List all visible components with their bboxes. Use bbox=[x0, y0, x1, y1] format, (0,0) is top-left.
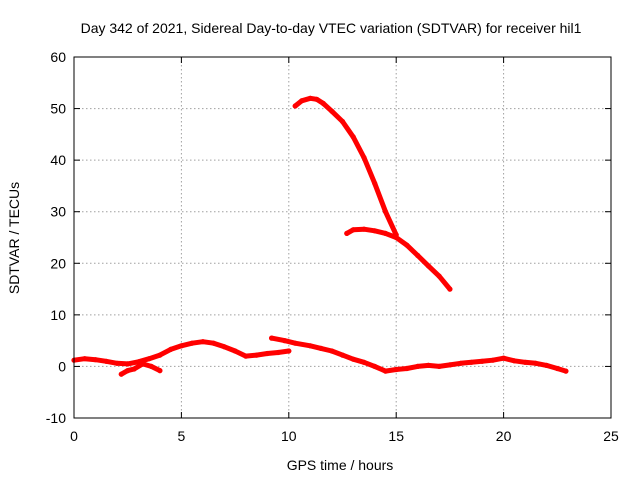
data-point bbox=[299, 98, 305, 104]
data-point bbox=[372, 363, 378, 369]
data-point bbox=[361, 359, 367, 365]
data-point bbox=[131, 366, 137, 372]
x-tick-label: 10 bbox=[281, 428, 297, 444]
data-point bbox=[425, 362, 431, 368]
data-point bbox=[425, 263, 431, 269]
data-point bbox=[372, 180, 378, 186]
data-point bbox=[292, 340, 298, 346]
data-point bbox=[286, 348, 292, 354]
data-point bbox=[393, 234, 399, 241]
data-point bbox=[447, 362, 453, 368]
data-point bbox=[211, 340, 217, 346]
data-point bbox=[243, 353, 249, 359]
data-point bbox=[344, 230, 350, 236]
grid-lines bbox=[74, 57, 611, 418]
data-point bbox=[157, 352, 163, 358]
x-tick-label: 20 bbox=[496, 428, 512, 444]
data-point bbox=[436, 273, 442, 279]
data-point bbox=[404, 365, 410, 372]
y-tick-label: 60 bbox=[50, 49, 66, 65]
data-point bbox=[281, 338, 288, 344]
data-point bbox=[329, 348, 335, 354]
data-point bbox=[114, 360, 120, 366]
data-point bbox=[329, 108, 335, 114]
data-point bbox=[157, 368, 163, 374]
y-tick-label: 0 bbox=[58, 358, 66, 374]
data-point bbox=[350, 356, 356, 362]
data-point bbox=[318, 345, 324, 351]
data-point bbox=[468, 359, 474, 365]
data-point bbox=[339, 352, 346, 358]
data-point bbox=[200, 339, 206, 345]
chart-title: Day 342 of 2021, Sidereal Day-to-day VTE… bbox=[81, 20, 582, 36]
data-point bbox=[320, 100, 326, 106]
data-point bbox=[350, 227, 356, 233]
data-point bbox=[146, 356, 152, 362]
data-point bbox=[361, 226, 367, 232]
data-point bbox=[501, 355, 507, 361]
y-tick-label: 20 bbox=[50, 255, 66, 271]
data-point bbox=[269, 335, 275, 341]
data-point bbox=[533, 360, 539, 366]
data-point bbox=[447, 286, 453, 292]
y-tick-label: 50 bbox=[50, 101, 66, 117]
data-point bbox=[511, 358, 517, 364]
y-tick-label: 40 bbox=[50, 152, 66, 168]
data-point bbox=[415, 363, 421, 369]
y-tick-label: 10 bbox=[50, 307, 66, 323]
data-point bbox=[148, 363, 154, 369]
data-point bbox=[103, 358, 109, 364]
data-point bbox=[382, 230, 389, 236]
data-point bbox=[563, 368, 569, 374]
data-point bbox=[382, 209, 389, 215]
data-point bbox=[554, 365, 560, 372]
data-point bbox=[361, 155, 367, 161]
data-point bbox=[339, 118, 346, 125]
y-tick-label: -10 bbox=[46, 410, 66, 426]
data-point bbox=[82, 356, 88, 362]
x-axis-label: GPS time / hours bbox=[287, 457, 394, 473]
data-point bbox=[436, 363, 442, 369]
data-point bbox=[415, 252, 421, 259]
data-point bbox=[382, 368, 389, 374]
data-point bbox=[118, 371, 124, 377]
data-point bbox=[221, 344, 227, 350]
data-point bbox=[125, 361, 131, 367]
data-point bbox=[458, 360, 464, 366]
x-tick-label: 15 bbox=[388, 428, 404, 444]
data-point bbox=[232, 348, 238, 354]
data-point bbox=[168, 346, 174, 352]
series-line-high-track-a bbox=[292, 95, 399, 238]
data-point bbox=[479, 358, 485, 364]
x-tick-label: 0 bbox=[70, 428, 78, 444]
data-point bbox=[125, 368, 131, 374]
data-point bbox=[404, 242, 410, 248]
data-point bbox=[292, 103, 298, 109]
data-point bbox=[254, 352, 260, 358]
data-point bbox=[314, 96, 320, 102]
data-point bbox=[350, 134, 356, 140]
data-point bbox=[275, 349, 281, 356]
data-point bbox=[372, 228, 378, 234]
y-tick-label: 30 bbox=[50, 204, 66, 220]
data-point bbox=[490, 357, 496, 363]
data-series bbox=[71, 95, 569, 377]
x-tick-label: 25 bbox=[603, 428, 619, 444]
data-point bbox=[393, 366, 399, 373]
data-point bbox=[264, 350, 270, 357]
data-point bbox=[307, 95, 313, 101]
data-point bbox=[522, 359, 528, 365]
data-point bbox=[544, 362, 550, 368]
data-point bbox=[92, 357, 99, 363]
data-point bbox=[307, 343, 313, 349]
y-axis-label: SDTVAR / TECUs bbox=[6, 182, 22, 294]
data-point bbox=[189, 340, 195, 346]
data-point bbox=[178, 343, 184, 349]
series-line-low-track-c bbox=[269, 335, 569, 374]
plot-frame bbox=[73, 56, 612, 419]
x-tick-label: 5 bbox=[178, 428, 186, 444]
data-point bbox=[140, 361, 146, 367]
